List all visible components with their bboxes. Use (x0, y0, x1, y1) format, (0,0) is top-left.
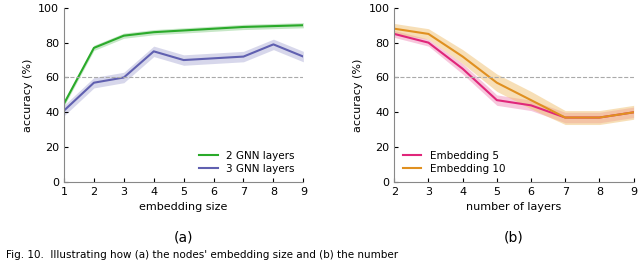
Embedding 10 (630, 111, 637, 114)
3 GNN layers (210, 57, 218, 60)
Embedding 10 (424, 32, 432, 35)
Y-axis label: accuracy (%): accuracy (%) (22, 58, 33, 132)
Y-axis label: accuracy (%): accuracy (%) (353, 58, 363, 132)
2 GNN layers (269, 24, 277, 28)
3 GNN layers (120, 76, 127, 79)
Line: 2 GNN layers: 2 GNN layers (64, 25, 303, 103)
2 GNN layers (239, 25, 247, 29)
Embedding 10 (561, 116, 569, 119)
Embedding 5 (459, 67, 467, 70)
Embedding 5 (390, 32, 398, 35)
3 GNN layers (300, 55, 307, 58)
2 GNN layers (60, 102, 68, 105)
Legend: 2 GNN layers, 3 GNN layers: 2 GNN layers, 3 GNN layers (196, 147, 298, 177)
X-axis label: number of layers: number of layers (467, 203, 561, 212)
Embedding 10 (596, 116, 604, 119)
3 GNN layers (60, 109, 68, 112)
2 GNN layers (210, 27, 218, 30)
2 GNN layers (300, 24, 307, 27)
Line: Embedding 5: Embedding 5 (394, 34, 634, 118)
Embedding 5 (527, 104, 535, 107)
2 GNN layers (180, 29, 188, 32)
3 GNN layers (269, 43, 277, 46)
Text: (b): (b) (504, 230, 524, 244)
Embedding 5 (596, 116, 604, 119)
Embedding 10 (527, 99, 535, 102)
3 GNN layers (150, 50, 157, 53)
Text: (a): (a) (174, 230, 193, 244)
Line: 3 GNN layers: 3 GNN layers (64, 44, 303, 110)
2 GNN layers (120, 34, 127, 37)
Embedding 10 (390, 27, 398, 30)
Embedding 10 (493, 81, 500, 84)
Legend: Embedding 5, Embedding 10: Embedding 5, Embedding 10 (399, 147, 508, 177)
2 GNN layers (150, 31, 157, 34)
Embedding 5 (424, 41, 432, 44)
Embedding 10 (459, 55, 467, 58)
Embedding 5 (630, 111, 637, 114)
X-axis label: embedding size: embedding size (140, 203, 228, 212)
3 GNN layers (90, 81, 98, 84)
3 GNN layers (239, 55, 247, 58)
Line: Embedding 10: Embedding 10 (394, 29, 634, 118)
Embedding 5 (561, 116, 569, 119)
Text: Fig. 10.  Illustrating how (a) the nodes' embedding size and (b) the number: Fig. 10. Illustrating how (a) the nodes'… (6, 250, 399, 259)
3 GNN layers (180, 58, 188, 62)
Embedding 5 (493, 99, 500, 102)
2 GNN layers (90, 46, 98, 49)
